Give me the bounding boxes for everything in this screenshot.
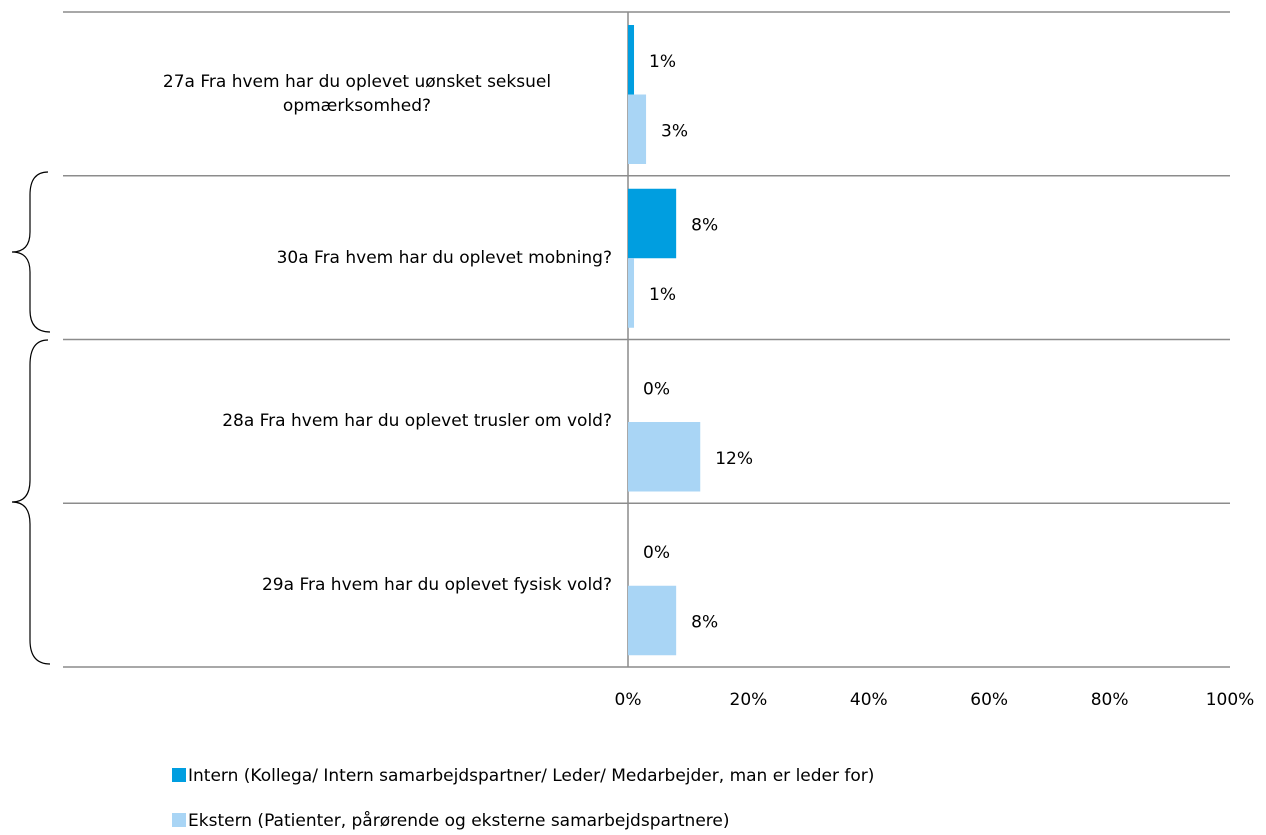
x-tick-label: 40%	[850, 690, 888, 710]
legend-label: Ekstern (Patienter, pårørende og ekstern…	[188, 810, 730, 831]
bar	[628, 94, 647, 164]
category-label: 30a Fra hvem har du oplevet mobning?	[276, 247, 612, 268]
brace	[11, 171, 51, 333]
category-label: 28a Fra hvem har du oplevet trusler om v…	[222, 411, 612, 432]
brace	[11, 339, 51, 665]
value-label: 1%	[649, 285, 676, 305]
value-label: 8%	[691, 216, 718, 236]
bar	[628, 25, 635, 95]
value-label: 0%	[643, 379, 670, 399]
category-label: 29a Fra hvem har du oplevet fysisk vold?	[261, 575, 612, 596]
x-tick-label: 80%	[1091, 690, 1129, 710]
x-tick-label: 0%	[615, 690, 642, 710]
legend-swatch	[172, 768, 186, 782]
x-tick-label: 60%	[970, 690, 1008, 710]
bar	[628, 188, 677, 259]
bar	[628, 585, 677, 656]
value-label: 0%	[643, 543, 670, 563]
value-label: 12%	[715, 449, 753, 469]
bar	[628, 422, 701, 492]
value-label: 1%	[649, 52, 676, 72]
legend-swatch	[172, 813, 186, 827]
value-label: 8%	[691, 613, 718, 633]
legend-label: Intern (Kollega/ Intern samarbejdspartne…	[188, 766, 874, 786]
bar	[628, 258, 635, 328]
x-tick-label: 20%	[730, 690, 768, 710]
category-label: 27a Fra hvem har du oplevet uønsket seks…	[162, 71, 552, 116]
x-tick-label: 100%	[1206, 690, 1255, 710]
value-label: 3%	[661, 121, 688, 141]
